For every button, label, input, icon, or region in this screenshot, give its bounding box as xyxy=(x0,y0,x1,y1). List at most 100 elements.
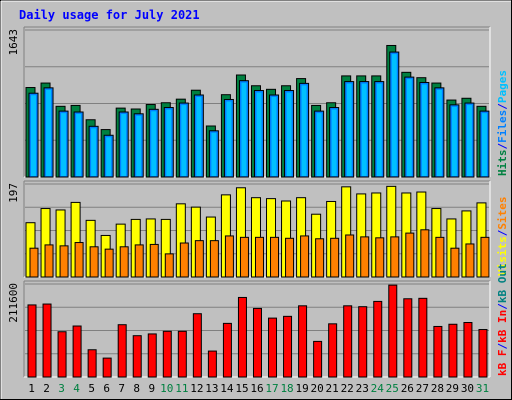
day-label: 17 xyxy=(265,382,278,395)
kbytes-bar xyxy=(328,323,338,378)
day-label: 18 xyxy=(280,382,293,395)
kbytes-bar xyxy=(147,333,157,378)
day-label: 29 xyxy=(446,382,459,395)
pages-bar xyxy=(331,109,337,176)
pages-bar xyxy=(151,111,157,176)
pages-bar xyxy=(271,97,277,176)
sites-bar xyxy=(119,246,129,278)
panel-2-legend-item-4: kB Out xyxy=(496,263,509,303)
day-axis-labels: 1 2 3 4 5 6 7 8 9 10 11 12 13 14 15 16 17 18 19 20 21 22 23 24 2… xyxy=(28,382,489,395)
pages-bar xyxy=(346,83,352,176)
sites-bar xyxy=(29,247,39,278)
sites-bar xyxy=(315,238,325,278)
day-label: 6 xyxy=(103,382,110,395)
kbytes-bar xyxy=(57,331,67,378)
panel-2-legend-item-1: / xyxy=(496,343,509,350)
kbytes-bar xyxy=(268,317,278,378)
pages-bar xyxy=(451,106,457,176)
chart-panels: 1643Hits/Files/Pages197Visits/Sites21160… xyxy=(7,26,509,378)
day-label: 3 xyxy=(58,382,65,395)
sites-bar xyxy=(285,237,295,278)
sites-bar xyxy=(59,245,69,278)
day-label: 5 xyxy=(88,382,95,395)
kbytes-bar xyxy=(313,340,323,378)
pages-bar xyxy=(301,85,307,176)
pages-bar xyxy=(286,92,292,176)
kbytes-bar xyxy=(252,307,262,378)
day-label: 4 xyxy=(73,382,80,395)
kbytes-bar xyxy=(463,322,473,378)
pages-bar xyxy=(61,113,67,176)
panel-0-legend-item-3: / xyxy=(496,103,509,110)
panel-1-legend-item-1: / xyxy=(496,229,509,236)
kbytes-bar xyxy=(388,284,398,378)
day-label: 30 xyxy=(461,382,474,395)
day-label: 7 xyxy=(118,382,125,395)
panel-0-legend-item-2: Files xyxy=(496,110,509,143)
kbytes-bar xyxy=(237,296,247,378)
kbytes-bar xyxy=(222,322,232,378)
day-label: 14 xyxy=(220,382,234,395)
pages-bar xyxy=(91,128,97,176)
pages-bar xyxy=(211,132,217,176)
sites-bar xyxy=(270,236,280,278)
sites-bar xyxy=(134,244,144,278)
day-label: 21 xyxy=(326,382,339,395)
sites-bar xyxy=(360,236,370,278)
pages-bar xyxy=(421,84,427,176)
day-label: 2 xyxy=(43,382,50,395)
sites-bar xyxy=(480,236,490,278)
pages-bar xyxy=(31,95,36,176)
sites-bar xyxy=(149,243,159,278)
day-label: 13 xyxy=(205,382,218,395)
pages-bar xyxy=(226,101,232,176)
kbytes-bar xyxy=(403,298,413,378)
kbytes-bar xyxy=(192,313,202,378)
sites-bar xyxy=(390,236,400,278)
panel-2-legend-item-0: kB F xyxy=(496,350,509,377)
day-label: 28 xyxy=(431,382,444,395)
sites-bar xyxy=(330,237,340,278)
panel-0-legend-item-0: Hits xyxy=(496,150,509,177)
panel-1-legend-item-2: Sites xyxy=(496,197,509,230)
sites-bar xyxy=(209,240,219,278)
kbytes-bar xyxy=(343,305,353,378)
sites-bar xyxy=(300,235,310,278)
sites-bar xyxy=(179,242,189,278)
pages-bar xyxy=(256,92,262,176)
day-label: 10 xyxy=(160,382,173,395)
sites-bar xyxy=(420,229,430,278)
panel-0-legend-item-4: Pages xyxy=(496,70,509,103)
panel-1-ymax-label: 197 xyxy=(7,183,20,203)
sites-bar xyxy=(465,243,475,278)
kbytes-bar xyxy=(418,297,428,378)
chart-title: Daily usage for July 2021 xyxy=(19,8,200,22)
day-label: 23 xyxy=(356,382,369,395)
pages-bar xyxy=(121,114,127,176)
kbytes-bar xyxy=(358,306,368,378)
pages-bar xyxy=(481,113,487,176)
pages-bar xyxy=(376,83,382,176)
panel-2-legend: kB F/kB In/kB Out xyxy=(496,263,509,376)
sites-bar xyxy=(164,253,174,278)
pages-bar xyxy=(136,115,142,176)
pages-bar xyxy=(76,114,82,176)
kbytes-bar xyxy=(373,300,383,378)
pages-bar xyxy=(361,83,367,176)
day-label: 22 xyxy=(341,382,354,395)
day-label: 15 xyxy=(235,382,248,395)
pages-bar xyxy=(181,105,187,176)
panel-2-ymax-label: 211600 xyxy=(7,283,20,323)
sites-bar xyxy=(345,234,355,278)
kbytes-bar xyxy=(283,315,293,378)
panel-1-legend-item-0: Visits xyxy=(496,236,509,276)
day-label: 16 xyxy=(250,382,263,395)
pages-bar xyxy=(196,97,202,176)
panel-2-legend-item-3: / xyxy=(496,303,509,310)
pages-bar xyxy=(391,54,397,176)
kbytes-bar xyxy=(72,325,82,378)
pages-bar xyxy=(466,105,472,176)
sites-bar xyxy=(375,237,385,278)
panel-visits-sites: 197 Visits/Sites xyxy=(7,180,509,278)
